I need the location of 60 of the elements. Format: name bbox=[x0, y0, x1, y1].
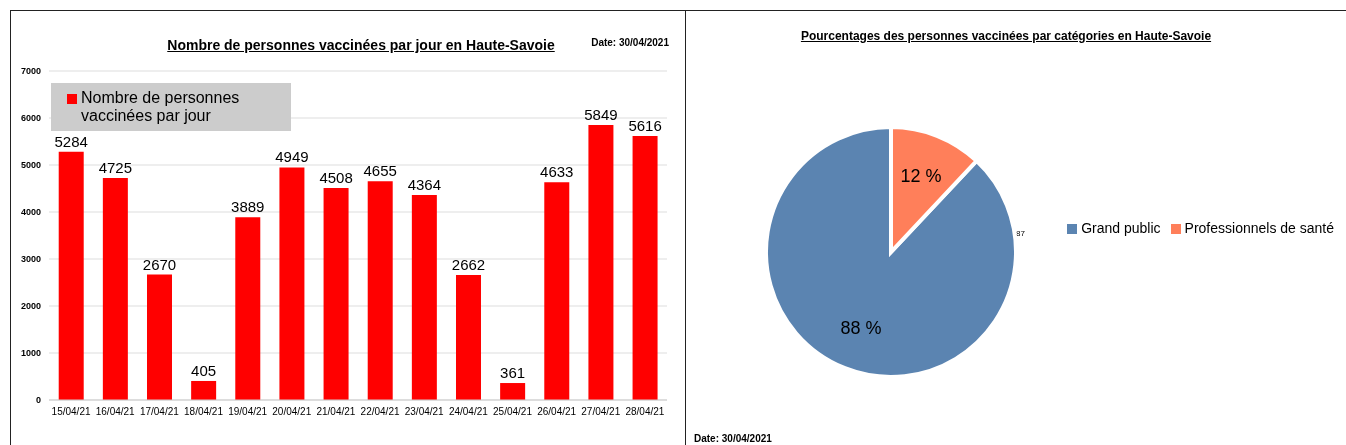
legend-label: Grand public bbox=[1081, 220, 1161, 236]
x-tick-label: 23/04/21 bbox=[404, 406, 445, 418]
data-label: 5849 bbox=[584, 106, 618, 124]
text: Date: 30/04/2021 bbox=[591, 37, 669, 48]
y-tick-label: 3000 bbox=[20, 254, 41, 265]
data-label: 12 % bbox=[900, 166, 942, 187]
x-tick-label: 15/04/21 bbox=[51, 406, 91, 418]
x-tick-label: 28/04/21 bbox=[625, 406, 665, 418]
x-tick-label: 19/04/21 bbox=[228, 406, 268, 418]
x-tick-label: 27/04/21 bbox=[581, 406, 621, 418]
chart-title: Nombre de personnes vaccinées par jour en Haute-Savoie bbox=[167, 37, 555, 53]
bar bbox=[279, 167, 305, 400]
y-tick-label: 7000 bbox=[20, 66, 41, 77]
data-label: 2670 bbox=[142, 255, 177, 273]
chart-title: Pourcentages des personnes vaccinées par catégories en Haute-Savoie bbox=[799, 29, 1213, 43]
legend-label: Professionnels de santé bbox=[1184, 220, 1334, 236]
x-tick-label: 17/04/21 bbox=[139, 406, 180, 418]
bar bbox=[58, 151, 84, 400]
x-tick-label: 25/04/21 bbox=[493, 406, 533, 418]
data-label: 4725 bbox=[98, 158, 133, 176]
x-tick-label: 21/04/21 bbox=[316, 406, 356, 418]
x-tick-label: 18/04/21 bbox=[184, 406, 224, 418]
bar bbox=[544, 182, 570, 400]
x-tick-label: 20/04/21 bbox=[272, 406, 312, 418]
data-label: 2662 bbox=[451, 255, 486, 273]
text: Date: 30/04/2021 bbox=[694, 433, 772, 444]
data-label: 5284 bbox=[54, 132, 88, 150]
data-label: 88 % bbox=[840, 317, 882, 338]
bar bbox=[456, 274, 481, 400]
x-tick-label: 24/04/21 bbox=[448, 406, 489, 418]
legend-label: Nombre de personnes vaccinées par jour bbox=[81, 89, 241, 125]
bar bbox=[147, 274, 172, 400]
y-tick-label: 1000 bbox=[20, 348, 41, 359]
data-label: 405 bbox=[191, 361, 217, 379]
data-label: 4633 bbox=[540, 163, 574, 181]
bar bbox=[191, 380, 217, 400]
y-tick-label: 6000 bbox=[20, 113, 41, 124]
bar bbox=[235, 217, 261, 400]
data-label: 4364 bbox=[407, 175, 442, 193]
bar bbox=[102, 177, 128, 400]
bar bbox=[632, 136, 658, 400]
data-label: 4655 bbox=[363, 162, 397, 180]
data-label: 4508 bbox=[319, 169, 353, 187]
y-tick-label: 0 bbox=[35, 395, 41, 406]
x-tick-label: 26/04/21 bbox=[537, 406, 577, 418]
data-label: 5616 bbox=[628, 117, 662, 135]
y-tick-label: 2000 bbox=[20, 301, 41, 312]
x-tick-label: 16/04/21 bbox=[95, 406, 136, 418]
x-tick-label: 22/04/21 bbox=[360, 406, 400, 418]
bar bbox=[500, 383, 526, 400]
text: 87 bbox=[1016, 229, 1025, 238]
y-tick-label: 5000 bbox=[20, 160, 41, 171]
bar bbox=[367, 181, 393, 400]
bar bbox=[588, 125, 614, 400]
data-label: 4949 bbox=[275, 148, 309, 166]
bar bbox=[411, 194, 437, 400]
y-tick-label: 4000 bbox=[20, 207, 41, 218]
data-label: 3889 bbox=[231, 198, 265, 216]
bar bbox=[323, 188, 349, 400]
data-label: 361 bbox=[500, 364, 526, 382]
